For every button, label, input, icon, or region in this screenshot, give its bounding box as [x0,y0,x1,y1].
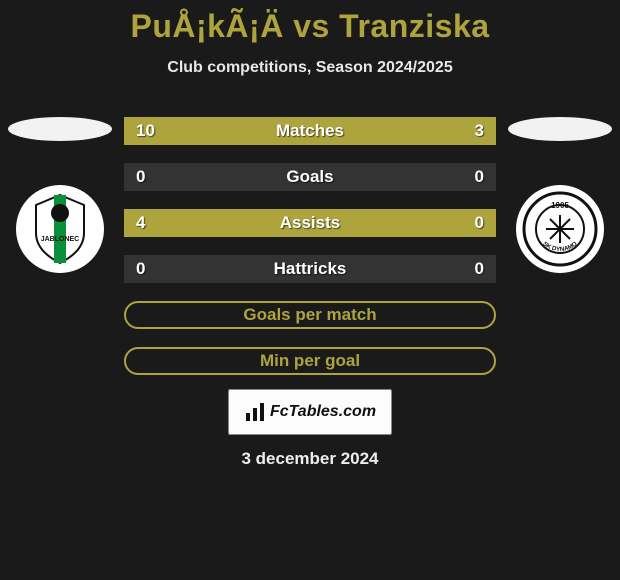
stat-label: Matches [168,121,452,141]
stat-label: Goals [168,167,452,187]
stat-left-value: 4 [124,213,168,233]
right-side: 1905 SK DYNAMO [500,117,620,273]
goals-per-match-button[interactable]: Goals per match [124,301,496,329]
stat-label: Assists [168,213,452,233]
stat-right-value: 3 [452,121,496,141]
min-per-goal-button[interactable]: Min per goal [124,347,496,375]
crest-right-year: 1905 [551,201,569,210]
stat-bar-matches: 10Matches3 [124,117,496,145]
site-name: FcTables.com [270,403,376,421]
stat-bar-goals: 0Goals0 [124,163,496,191]
left-club-crest: JABLONEC [16,185,104,273]
footer-date: 3 december 2024 [241,449,378,469]
left-side: JABLONEC [0,117,120,273]
stat-bars: 10Matches30Goals04Assists00Hattricks0Goa… [120,117,500,375]
right-club-crest: 1905 SK DYNAMO [516,185,604,273]
stat-right-value: 0 [452,259,496,279]
stat-right-value: 0 [452,167,496,187]
chart-icon [244,401,266,423]
footer: FcTables.com 3 december 2024 [228,389,392,469]
right-player-placeholder [508,117,612,141]
stat-left-value: 0 [124,167,168,187]
left-player-placeholder [8,117,112,141]
stat-left-value: 10 [124,121,168,141]
stat-bar-hattricks: 0Hattricks0 [124,255,496,283]
badge-icon: 1905 SK DYNAMO [520,189,600,269]
shield-icon: JABLONEC [20,189,100,269]
comparison-row: JABLONEC 10Matches30Goals04Assists00Hatt… [0,117,620,375]
stat-left-value: 0 [124,259,168,279]
page-subtitle: Club competitions, Season 2024/2025 [167,59,452,77]
site-badge[interactable]: FcTables.com [228,389,392,435]
stat-label: Hattricks [168,259,452,279]
page-title: PuÅ¡kÃ¡Ä vs Tranziska [130,8,489,45]
stat-right-value: 0 [452,213,496,233]
crest-left-label: JABLONEC [41,236,80,243]
stat-bar-assists: 4Assists0 [124,209,496,237]
